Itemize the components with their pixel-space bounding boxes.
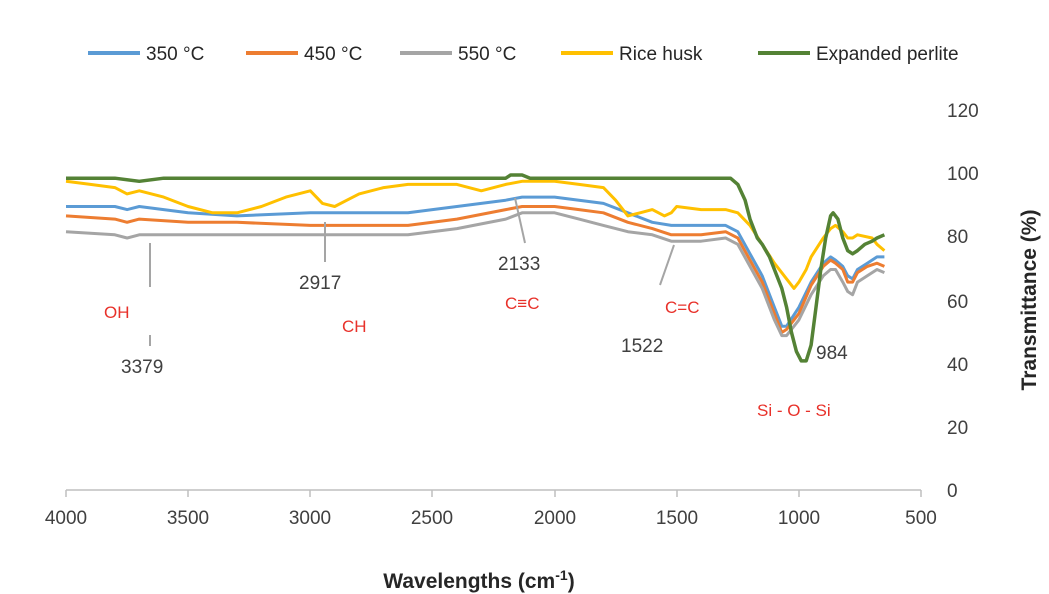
y-tick-label: 100 [947, 164, 979, 185]
annotation-leader [514, 197, 526, 244]
annotation-si-o-si: Si - O - Si [757, 401, 831, 420]
x-tick-label: 2500 [411, 508, 453, 529]
series-line-550-c [65, 211, 885, 338]
legend-item-350: 350 °C [88, 44, 204, 65]
legend-label-550: 550 °C [458, 44, 516, 65]
y-tick-label: 80 [947, 227, 968, 248]
series-line-350-c [66, 195, 885, 328]
y-tick-label: 0 [947, 481, 958, 502]
legend-label-expanded-perlite: Expanded perlite [816, 44, 959, 65]
annotation-2917: 2917 [299, 273, 341, 294]
x-tick-label: 1500 [656, 508, 698, 529]
annotations: OH CH C≡C C=C Si - O - Si 3379 2917 2133… [104, 197, 848, 420]
annotation-3379: 3379 [121, 357, 163, 378]
annotation-c-double-c: C=C [665, 298, 699, 317]
legend-label-rice-husk: Rice husk [619, 44, 703, 65]
legend-item-450: 450 °C [246, 44, 362, 65]
legend: 350 °C 450 °C 550 °C Rice husk Expanded … [88, 44, 959, 65]
legend-label-350: 350 °C [146, 44, 204, 65]
x-tick-label: 500 [905, 508, 937, 529]
x-axis-title-close: ) [568, 570, 575, 593]
series-line-expanded-perlite [66, 173, 886, 363]
legend-item-rice-husk: Rice husk [561, 44, 703, 65]
y-axis: 0 20 40 60 80 100 120 Transmittance (%) [947, 101, 1041, 502]
y-axis-title: Transmittance (%) [1018, 210, 1041, 391]
annotation-oh: OH [104, 303, 130, 322]
x-tick-label: 3500 [167, 508, 209, 529]
legend-label-450: 450 °C [304, 44, 362, 65]
annotation-c-triple-c: C≡C [505, 294, 539, 313]
series-line-450-c [65, 205, 885, 334]
x-tick-label: 2000 [534, 508, 576, 529]
annotation-leader [659, 244, 675, 286]
annotation-1522: 1522 [621, 336, 663, 357]
x-tick-label: 4000 [45, 508, 87, 529]
legend-item-expanded-perlite: Expanded perlite [758, 44, 959, 65]
series-layer [65, 173, 886, 363]
legend-item-550: 550 °C [400, 44, 516, 65]
annotation-2133: 2133 [498, 254, 540, 275]
x-axis-title-sup: -1 [555, 567, 568, 583]
annotation-ch: CH [342, 317, 367, 336]
x-tick-label: 1000 [778, 508, 820, 529]
x-axis: 4000 3500 3000 2500 2000 1500 1000 500 W… [45, 489, 937, 593]
x-tick-label: 3000 [289, 508, 331, 529]
y-tick-label: 40 [947, 355, 968, 376]
x-axis-title: Wavelengths (cm-1) [383, 567, 574, 593]
y-tick-label: 120 [947, 101, 979, 122]
x-axis-title-main: Wavelengths (cm [383, 570, 555, 593]
y-tick-label: 20 [947, 418, 968, 439]
annotation-984: 984 [816, 343, 848, 364]
y-tick-label: 60 [947, 292, 968, 313]
